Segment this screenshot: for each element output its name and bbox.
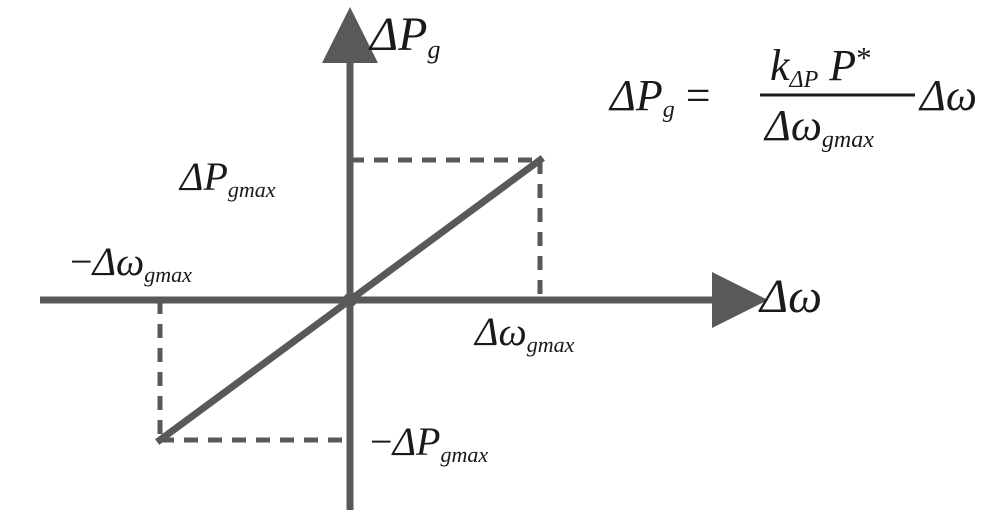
y-axis-label: ΔPg [368, 8, 441, 64]
equation-numerator: kΔP P* [770, 40, 872, 94]
label-delta-p-gmax-positive: ΔPgmax [178, 154, 276, 202]
x-axis-label: Δω [758, 270, 822, 323]
label-delta-p-gmax-negative: −ΔPgmax [370, 419, 488, 467]
equation: ΔPg = kΔP P* Δωgmax Δω [608, 40, 977, 154]
label-delta-omega-gmax-negative: −Δωgmax [70, 239, 192, 287]
label-delta-omega-gmax-positive: Δωgmax [473, 309, 575, 357]
equation-rhs: Δω [918, 71, 977, 120]
equation-denominator: Δωgmax [763, 101, 874, 153]
equation-lhs: ΔPg = [608, 71, 711, 123]
droop-characteristic-diagram: ΔPg Δω ΔPgmax −ΔPgmax Δωgmax −Δωgmax ΔPg… [0, 0, 1000, 523]
